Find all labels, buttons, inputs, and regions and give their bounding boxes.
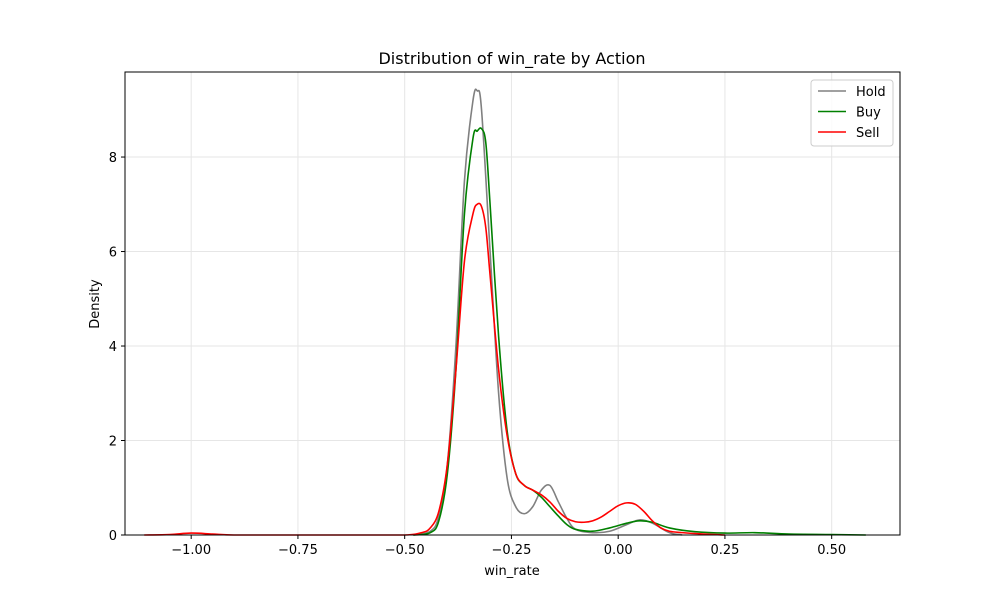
y-axis-label: Density [88, 279, 103, 329]
y-axis-ticks: 0 2 4 6 8 [109, 151, 125, 544]
y-tick-label: 4 [109, 340, 117, 355]
legend-box [810, 79, 894, 147]
y-tick-label: 0 [109, 529, 117, 544]
series-line-hold [413, 88, 683, 536]
legend-label-hold: Hold [856, 85, 886, 100]
y-tick-label: 2 [109, 435, 117, 450]
x-tick-label: −0.75 [278, 543, 318, 558]
legend-label-sell: Sell [856, 126, 879, 141]
x-tick-label: −0.50 [385, 543, 425, 558]
x-tick-label: 0.25 [710, 543, 739, 558]
x-tick-label: −1.00 [171, 543, 211, 558]
legend: Hold Buy Sell [810, 79, 894, 147]
x-axis-ticks: −1.00 −0.75 −0.50 −0.25 0.00 0.25 0.50 [171, 535, 846, 558]
x-tick-label: −0.25 [492, 543, 532, 558]
y-tick-label: 8 [109, 151, 117, 166]
plot-frame [124, 71, 901, 536]
y-tick-label: 6 [109, 246, 117, 261]
chart-title: Distribution of win_rate by Action [378, 49, 645, 69]
x-tick-label: 0.50 [817, 543, 846, 558]
x-axis-label: win_rate [484, 564, 539, 579]
legend-label-buy: Buy [856, 106, 881, 121]
x-tick-label: 0.00 [604, 543, 633, 558]
